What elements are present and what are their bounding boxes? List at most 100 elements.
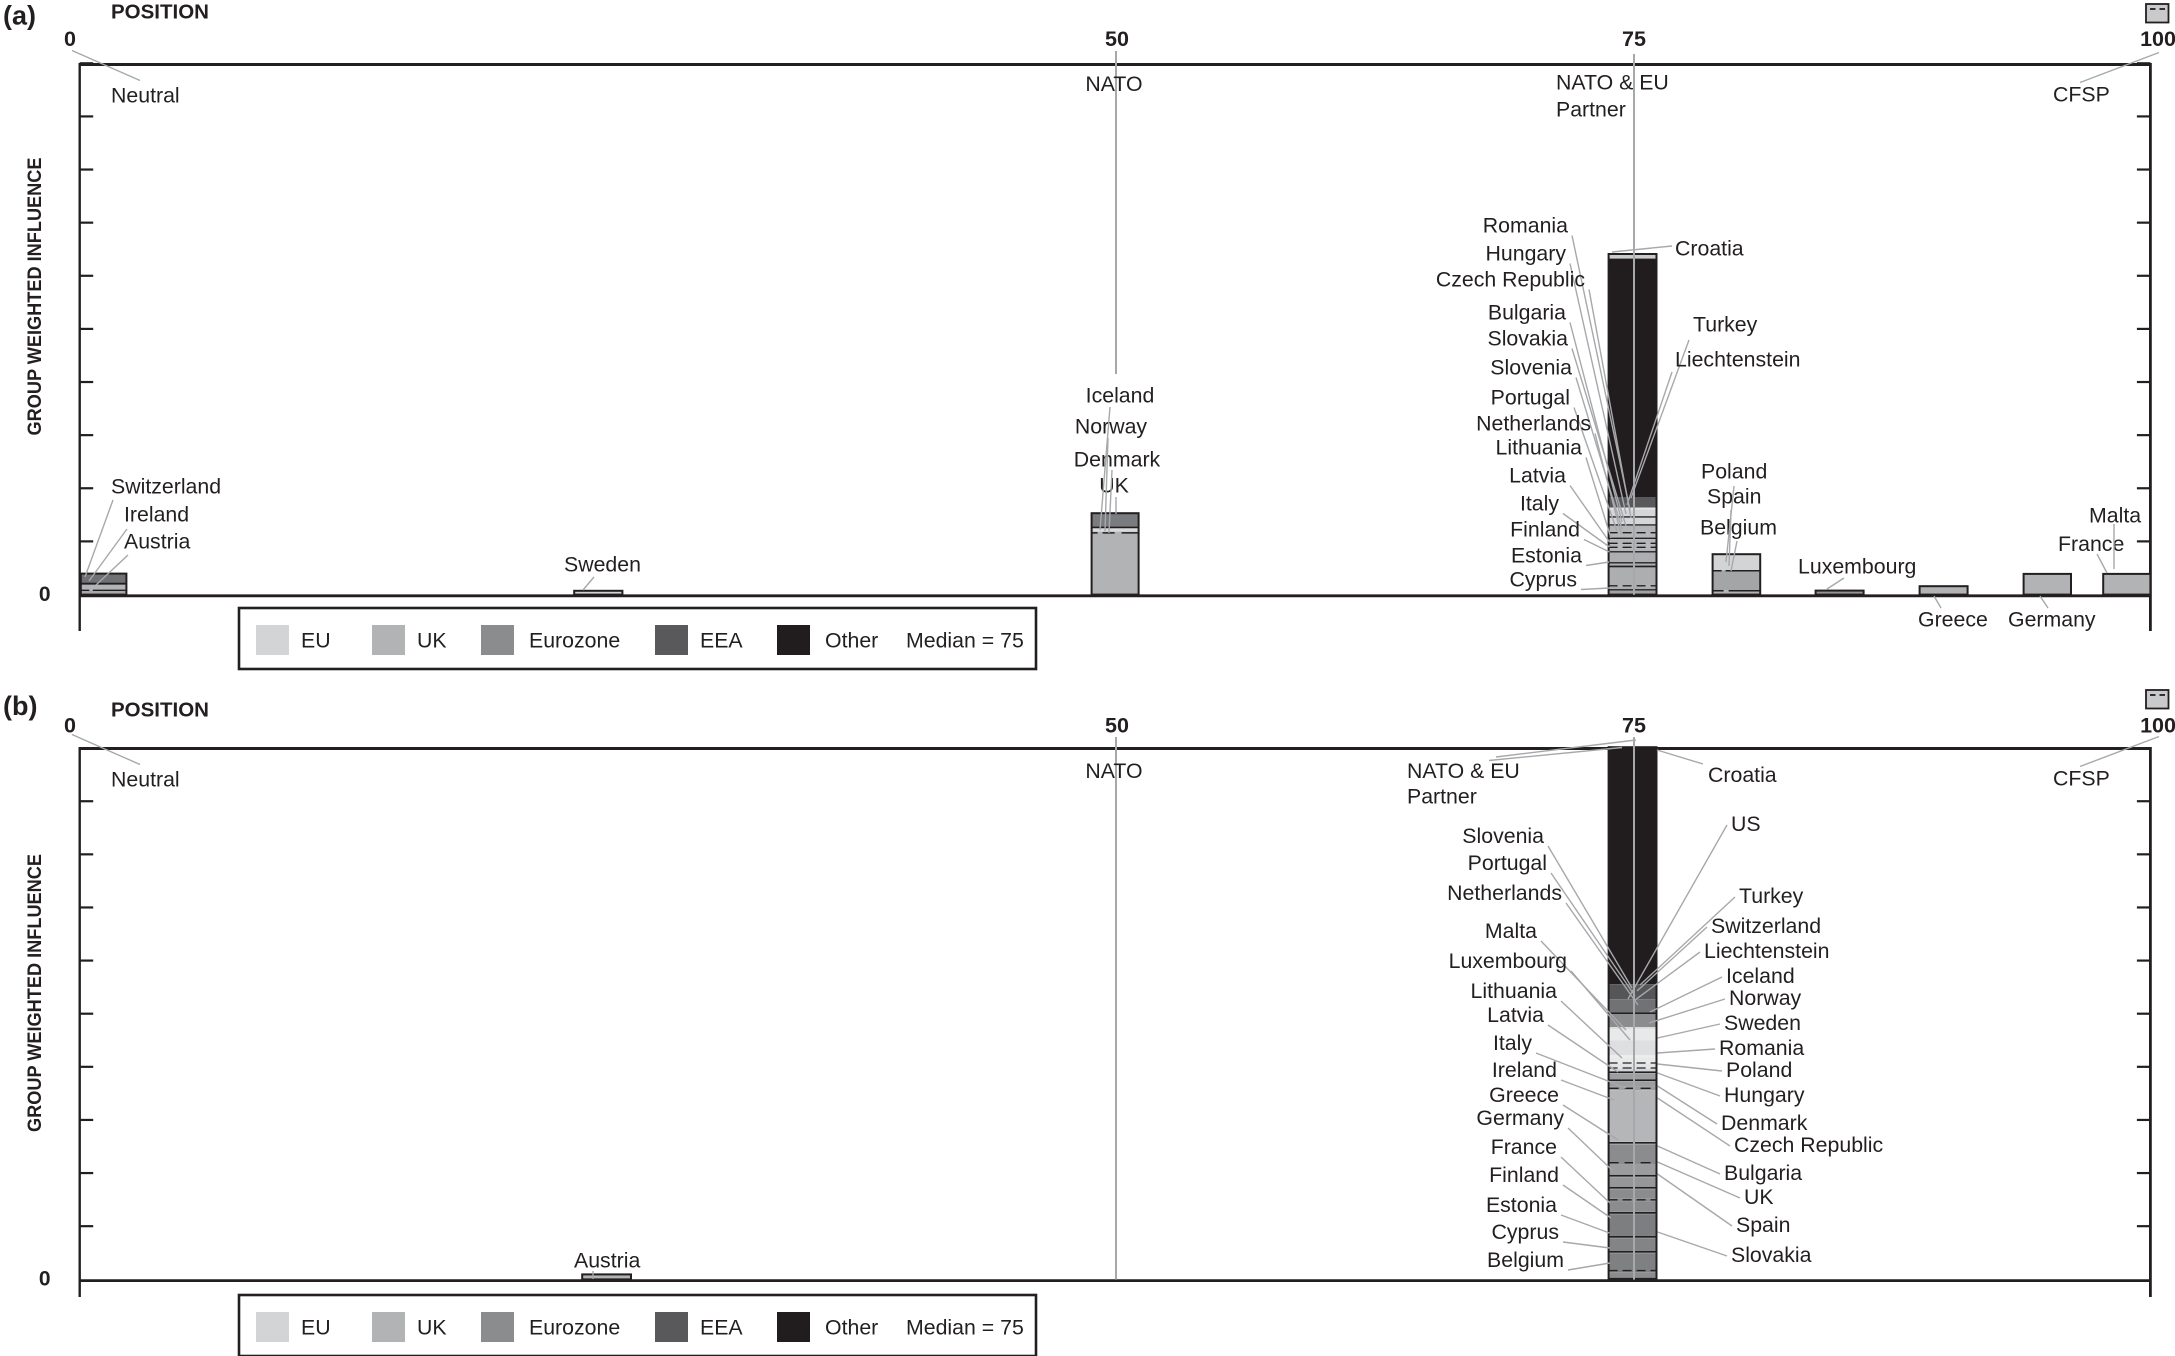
svg-text:NATO: NATO xyxy=(1085,759,1142,783)
svg-text:Sweden: Sweden xyxy=(564,553,641,577)
svg-text:Median = 75: Median = 75 xyxy=(906,1316,1024,1340)
svg-text:75: 75 xyxy=(1622,27,1646,51)
svg-text:Lithuania: Lithuania xyxy=(1471,979,1558,1003)
svg-text:75: 75 xyxy=(1622,714,1646,738)
svg-text:Latvia: Latvia xyxy=(1487,1003,1544,1027)
svg-text:Austria: Austria xyxy=(124,530,190,554)
svg-text:Iceland: Iceland xyxy=(1726,964,1795,988)
svg-text:0: 0 xyxy=(64,714,76,738)
svg-text:Netherlands: Netherlands xyxy=(1447,881,1562,905)
svg-text:50: 50 xyxy=(1105,714,1129,738)
svg-text:100: 100 xyxy=(2140,27,2175,51)
svg-text:Slovakia: Slovakia xyxy=(1488,327,1569,351)
svg-text:Latvia: Latvia xyxy=(1509,464,1566,488)
svg-text:Malta: Malta xyxy=(1485,919,1537,943)
svg-text:Slovenia: Slovenia xyxy=(1462,824,1544,848)
svg-text:CFSP: CFSP xyxy=(2053,83,2110,107)
svg-text:Other: Other xyxy=(825,1316,878,1340)
svg-text:Germany: Germany xyxy=(1476,1106,1564,1130)
svg-text:Turkey: Turkey xyxy=(1739,884,1804,908)
svg-text:Median = 75: Median = 75 xyxy=(906,629,1024,653)
svg-text:CFSP: CFSP xyxy=(2053,767,2110,791)
svg-text:Liechtenstein: Liechtenstein xyxy=(1675,348,1801,372)
svg-text:Greece: Greece xyxy=(1489,1083,1559,1107)
svg-text:Czech Republic: Czech Republic xyxy=(1436,268,1586,292)
svg-text:Austria: Austria xyxy=(574,1249,640,1273)
svg-text:Ireland: Ireland xyxy=(124,503,189,527)
svg-text:Eurozone: Eurozone xyxy=(529,629,620,653)
svg-text:Croatia: Croatia xyxy=(1708,763,1777,787)
svg-text:Denmark: Denmark xyxy=(1721,1111,1808,1135)
svg-text:Italy: Italy xyxy=(1493,1031,1532,1055)
svg-text:Lithuania: Lithuania xyxy=(1496,436,1583,460)
svg-text:POSITION: POSITION xyxy=(111,699,209,722)
svg-text:Norway: Norway xyxy=(1075,415,1148,439)
svg-text:France: France xyxy=(1491,1135,1557,1159)
svg-text:Eurozone: Eurozone xyxy=(529,1316,620,1340)
svg-text:GROUP WEIGHTED INFLUENCE: GROUP WEIGHTED INFLUENCE xyxy=(25,157,46,435)
svg-text:Iceland: Iceland xyxy=(1086,384,1155,408)
svg-text:Cyprus: Cyprus xyxy=(1492,1220,1559,1244)
svg-text:Switzerland: Switzerland xyxy=(111,475,221,499)
svg-text:Denmark: Denmark xyxy=(1074,448,1161,472)
svg-text:UK: UK xyxy=(417,1316,447,1340)
svg-text:Czech Republic: Czech Republic xyxy=(1734,1133,1884,1157)
svg-text:Sweden: Sweden xyxy=(1724,1011,1801,1035)
svg-text:Liechtenstein: Liechtenstein xyxy=(1704,939,1830,963)
svg-text:Cyprus: Cyprus xyxy=(1510,568,1577,592)
svg-text:France: France xyxy=(2058,532,2124,556)
svg-text:Ireland: Ireland xyxy=(1492,1058,1557,1082)
svg-text:Italy: Italy xyxy=(1520,492,1559,516)
svg-text:UK: UK xyxy=(1744,1185,1774,1209)
svg-text:Netherlands: Netherlands xyxy=(1476,412,1591,436)
svg-text:POSITION: POSITION xyxy=(111,1,209,24)
svg-text:US: US xyxy=(1731,812,1761,836)
svg-text:Poland: Poland xyxy=(1726,1058,1792,1082)
svg-text:EEA: EEA xyxy=(700,629,743,653)
svg-text:Finland: Finland xyxy=(1489,1163,1559,1187)
svg-text:Partner: Partner xyxy=(1556,98,1626,122)
svg-text:Spain: Spain xyxy=(1736,1213,1790,1237)
svg-text:Norway: Norway xyxy=(1729,986,1802,1010)
svg-text:Croatia: Croatia xyxy=(1675,237,1744,261)
svg-text:Luxembourg: Luxembourg xyxy=(1798,555,1916,579)
svg-text:UK: UK xyxy=(417,629,447,653)
svg-text:Partner: Partner xyxy=(1407,785,1477,809)
svg-text:Belgium: Belgium xyxy=(1487,1248,1564,1272)
svg-text:GROUP WEIGHTED INFLUENCE: GROUP WEIGHTED INFLUENCE xyxy=(25,854,46,1132)
svg-text:Portugal: Portugal xyxy=(1491,386,1570,410)
svg-text:Slovenia: Slovenia xyxy=(1490,356,1572,380)
svg-text:(b): (b) xyxy=(3,691,37,721)
svg-text:0: 0 xyxy=(39,583,51,606)
svg-text:Finland: Finland xyxy=(1510,518,1580,542)
svg-text:0: 0 xyxy=(39,1268,51,1291)
svg-text:Luxembourg: Luxembourg xyxy=(1449,949,1567,973)
svg-text:0: 0 xyxy=(64,27,76,51)
svg-text:100: 100 xyxy=(2140,714,2175,738)
svg-text:EU: EU xyxy=(301,629,331,653)
svg-text:Belgium: Belgium xyxy=(1700,516,1777,540)
svg-text:Bulgaria: Bulgaria xyxy=(1488,301,1566,325)
svg-text:NATO & EU: NATO & EU xyxy=(1407,759,1520,783)
svg-text:Hungary: Hungary xyxy=(1486,242,1567,266)
svg-text:50: 50 xyxy=(1105,27,1129,51)
svg-text:Germany: Germany xyxy=(2008,608,2096,632)
svg-text:Malta: Malta xyxy=(2089,504,2141,528)
svg-text:Bulgaria: Bulgaria xyxy=(1724,1161,1802,1185)
svg-text:EEA: EEA xyxy=(700,1316,743,1340)
svg-text:Neutral: Neutral xyxy=(111,84,180,108)
svg-text:Romania: Romania xyxy=(1483,214,1568,238)
svg-text:Romania: Romania xyxy=(1719,1036,1804,1060)
svg-text:Portugal: Portugal xyxy=(1468,851,1547,875)
svg-text:Estonia: Estonia xyxy=(1486,1193,1557,1217)
svg-text:NATO & EU: NATO & EU xyxy=(1556,71,1669,95)
svg-text:Neutral: Neutral xyxy=(111,768,180,792)
svg-text:Slovakia: Slovakia xyxy=(1731,1243,1812,1267)
svg-text:NATO: NATO xyxy=(1085,72,1142,96)
svg-text:Other: Other xyxy=(825,629,878,653)
svg-text:Poland: Poland xyxy=(1701,460,1767,484)
svg-text:Estonia: Estonia xyxy=(1511,544,1582,568)
svg-text:(a): (a) xyxy=(3,1,36,31)
svg-text:Turkey: Turkey xyxy=(1693,313,1758,337)
svg-text:EU: EU xyxy=(301,1316,331,1340)
